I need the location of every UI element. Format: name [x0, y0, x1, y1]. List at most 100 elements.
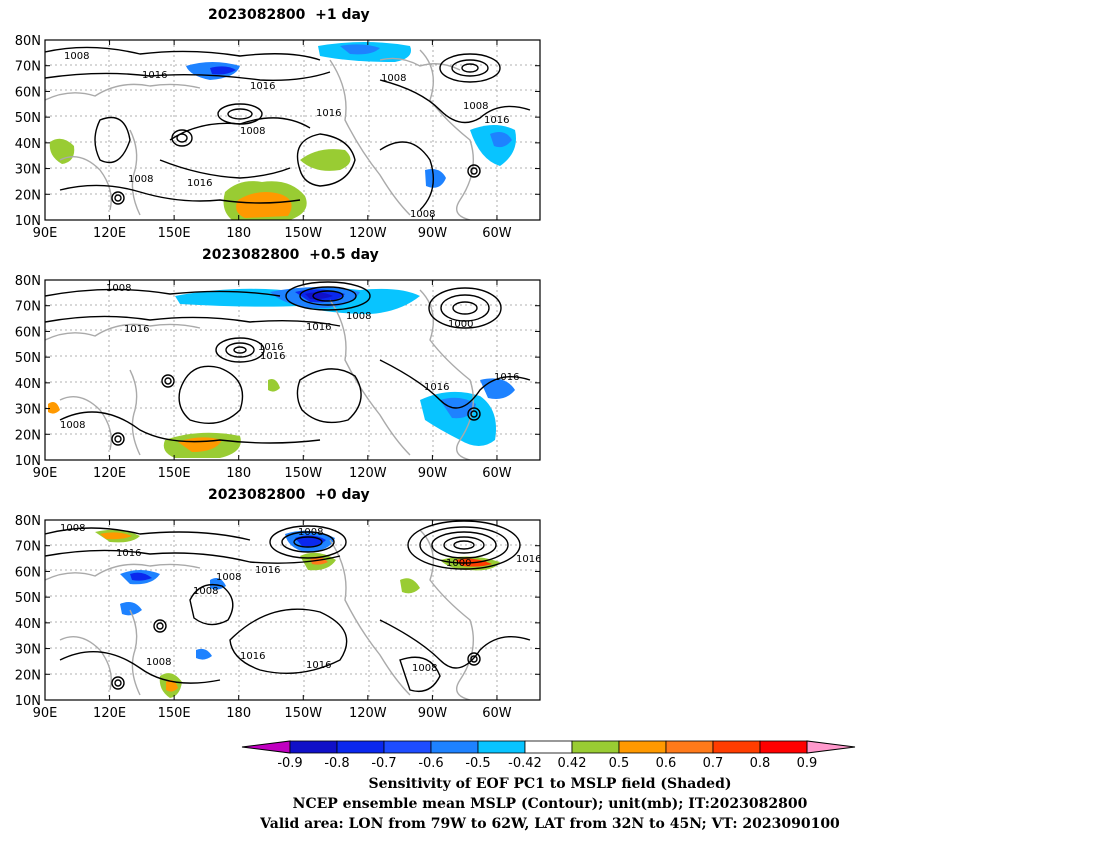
colorbar-box: [618, 740, 667, 754]
panel-2-title: 2023082800 +0.5 day: [202, 247, 379, 263]
lat-tick-label: 50N: [15, 111, 41, 126]
panel-2-gridlines: [45, 280, 540, 460]
panel-3-contour-label: 1008: [146, 657, 171, 668]
lon-tick-label: 150E: [158, 466, 191, 481]
lat-tick-label: 10N: [15, 694, 41, 709]
lat-tick-label: 20N: [15, 188, 41, 203]
panel-3-contour-label: 1008: [216, 572, 241, 583]
colorbar-tick-label: -0.8: [324, 756, 349, 771]
panel-2-frame: [44, 279, 541, 461]
lon-tick-label: 90E: [33, 226, 58, 241]
panel-3-contours: [45, 520, 531, 693]
colorbar-box: [759, 740, 808, 754]
lon-tick-label: 150W: [284, 706, 322, 721]
lat-tick-label: 30N: [15, 403, 41, 418]
panel-1-coastlines: [45, 49, 475, 220]
lat-tick-label: 50N: [15, 591, 41, 606]
lon-tick-label: 120E: [93, 466, 126, 481]
panel-2-contour-labels: 1008 1016 1016 1016 1008 1000 1016 1016 …: [60, 283, 519, 431]
colorbar-box: [430, 740, 479, 754]
panel-1-contour-label: 1008: [128, 174, 153, 185]
colorbar-high-triangle: [806, 740, 856, 754]
caption-line-3: Valid area: LON from 79W to 62W, LAT fro…: [260, 816, 840, 832]
colorbar-box: [383, 740, 432, 754]
panel-3-contour-label: 1008: [60, 523, 85, 534]
colorbar-tick-label: 0.42: [558, 756, 587, 771]
lat-tick-label: 80N: [15, 514, 41, 529]
panel-1-contour-label: 1008: [64, 51, 89, 62]
lat-tick-label: 80N: [15, 34, 41, 49]
lon-tick-label: 90E: [33, 466, 58, 481]
panel-3-contour-label: 1008: [298, 527, 323, 538]
lon-tick-label: 120E: [93, 226, 126, 241]
colorbar-box: [524, 740, 573, 754]
lon-tick-label: 120W: [349, 226, 387, 241]
lon-tick-label: 150E: [158, 226, 191, 241]
lon-tick-label: 90W: [418, 706, 448, 721]
lon-tick-label: 150W: [284, 226, 322, 241]
panel-3-contour-label: 1000: [446, 558, 471, 569]
lon-tick-label: 90E: [33, 706, 58, 721]
colorbar: -0.9 -0.8 -0.7 -0.6 -0.5 -0.42 0.42 0.5 0.6 0.7 0.…: [241, 740, 856, 771]
caption-line-2: NCEP ensemble mean MSLP (Contour); unit(…: [292, 796, 808, 812]
panel-3-contour-label: 1016: [255, 565, 280, 576]
panel-3-contour-label: 1008: [412, 663, 437, 674]
panel-1-contour-label: 1016: [484, 115, 509, 126]
panel-1-contour-labels: 1008 1016 1016 1016 1008 1008 1016 1008 …: [64, 51, 509, 220]
colorbar-tick-label: -0.7: [371, 756, 396, 771]
lat-tick-label: 20N: [15, 668, 41, 683]
colorbar-tick-label: -0.42: [508, 756, 542, 771]
lon-tick-label: 90W: [418, 226, 448, 241]
panel-3-contour-label: 1016: [240, 651, 265, 662]
lat-tick-label: 40N: [15, 377, 41, 392]
panel-3-contour-label: 1016: [516, 554, 541, 565]
panel-2-contour-label: 1016: [494, 372, 519, 383]
panel-1-contours: [45, 46, 531, 211]
lat-tick-label: 20N: [15, 428, 41, 443]
colorbar-box: [571, 740, 620, 754]
panel-2-contour-label: 1000: [448, 319, 473, 330]
colorbar-tick-label: 0.8: [750, 756, 771, 771]
lat-tick-label: 10N: [15, 454, 41, 469]
colorbar-box: [289, 740, 338, 754]
lat-tick-label: 70N: [15, 300, 41, 315]
lon-tick-label: 150E: [158, 706, 191, 721]
caption-line-1: Sensitivity of EOF PC1 to MSLP field (Sh…: [368, 776, 732, 792]
lon-tick-label: 60W: [482, 706, 512, 721]
lon-tick-label: 90W: [418, 466, 448, 481]
panel-3-title: 2023082800 +0 day: [208, 487, 370, 503]
panel-3-contour-label: 1016: [116, 548, 141, 559]
panel-2-contour-label: 1008: [106, 283, 131, 294]
panel-2-contour-label: 1008: [60, 420, 85, 431]
panel-2-contour-label: 1016: [306, 322, 331, 333]
panel-1-contour-label: 1016: [316, 108, 341, 119]
lat-tick-label: 30N: [15, 163, 41, 178]
lat-tick-label: 80N: [15, 274, 41, 289]
lon-tick-label: 60W: [482, 466, 512, 481]
colorbar-tick-label: 0.6: [656, 756, 677, 771]
lat-tick-label: 30N: [15, 643, 41, 658]
lat-tick-label: 60N: [15, 325, 41, 340]
lon-tick-label: 60W: [482, 226, 512, 241]
panel-3-map: 1008 1016 1016 1008 1008 1000 1016 1016 …: [44, 519, 541, 701]
lon-tick-label: 180: [226, 706, 251, 721]
lon-tick-label: 180: [226, 466, 251, 481]
lat-tick-label: 60N: [15, 565, 41, 580]
panel-2-map: 1008 1016 1016 1016 1008 1000 1016 1016 …: [44, 279, 541, 461]
lat-tick-label: 40N: [15, 617, 41, 632]
lat-tick-label: 70N: [15, 60, 41, 75]
lat-tick-label: 50N: [15, 351, 41, 366]
colorbar-tick-label: -0.5: [465, 756, 490, 771]
lon-tick-label: 180: [226, 226, 251, 241]
panel-2-contours: [45, 281, 531, 446]
colorbar-low-triangle: [241, 740, 291, 754]
panel-1-title: 2023082800 +1 day: [208, 7, 370, 23]
panel-2-contour-label: 1008: [346, 311, 371, 322]
panel-1-contour-label: 1008: [240, 126, 265, 137]
colorbar-tick-label: 0.5: [609, 756, 630, 771]
colorbar-box: [477, 740, 526, 754]
colorbar-tick-label: 0.9: [797, 756, 818, 771]
panel-2-contour-label: 1016: [258, 342, 283, 353]
